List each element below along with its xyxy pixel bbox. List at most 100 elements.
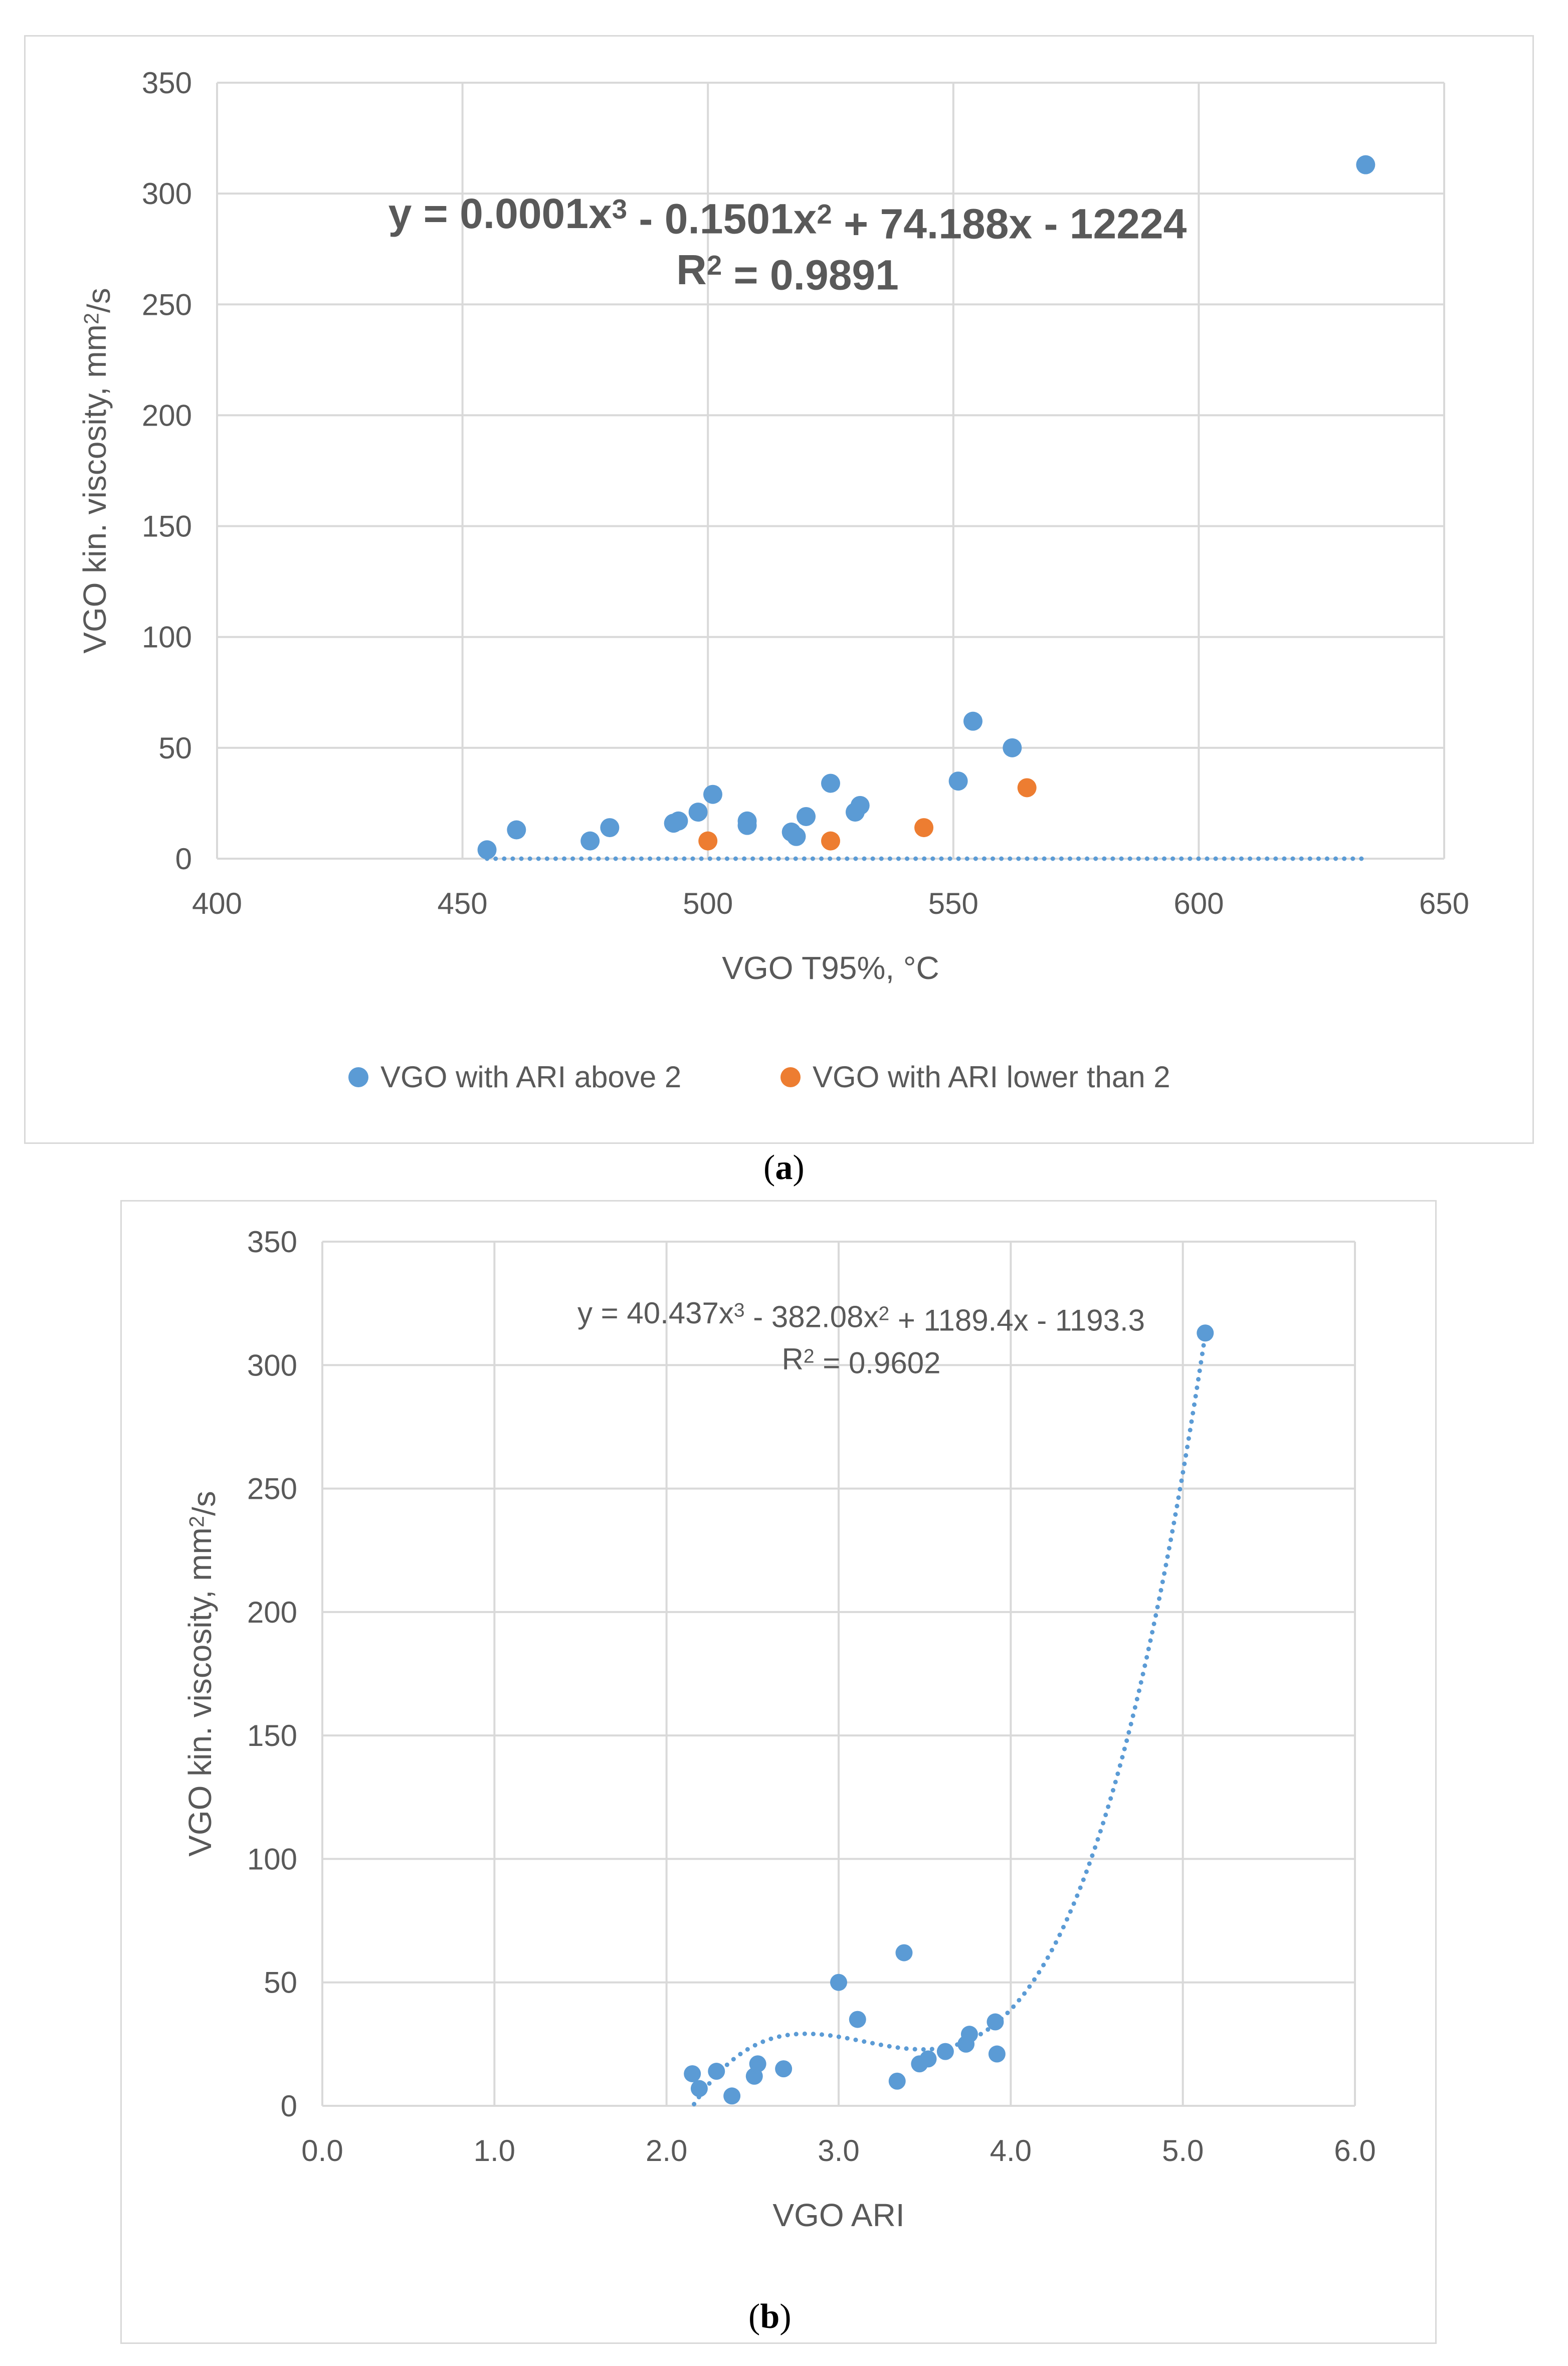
data-point [723, 2087, 741, 2105]
data-point [850, 796, 870, 815]
data-point [988, 2045, 1006, 2063]
x-tick-label: 500 [683, 887, 733, 920]
chart-panel-b: 0.0 1.0 2.0 3.0 4.0 5.0 6.0 0 50 100 150 200 250 300 3… [120, 1200, 1437, 2344]
trendline [692, 1332, 1208, 2107]
text-span: 2 [817, 199, 832, 230]
y-axis-title: VGO kin. viscosity, mm2​/s [77, 288, 117, 654]
y-tick-label: 100 [247, 1842, 297, 1876]
data-point [703, 784, 722, 804]
text-span: /s [186, 1491, 222, 1516]
text-span: + 74.188x - 12224 [832, 201, 1187, 248]
x-axis-title: VGO ARI [772, 2197, 904, 2233]
text-span: y = 0.0001x [388, 190, 612, 237]
panel-b-caption-letter: b [760, 2297, 780, 2336]
data-point [1197, 1324, 1214, 1342]
x-tick-label: 450 [438, 887, 488, 920]
x-tick-label: 400 [192, 887, 242, 920]
data-point [987, 2013, 1004, 2031]
x-tick-label: 6.0 [1334, 2134, 1376, 2167]
y-tick-label: 300 [247, 1348, 297, 1382]
y-tick-label: 50 [264, 1966, 297, 2000]
legend-label: VGO with ARI lower than 2 [813, 1060, 1170, 1094]
y-axis-title: VGO kin. viscosity, mm2​/s [182, 1491, 222, 1857]
y-tick-label: 100 [142, 621, 192, 654]
data-point [775, 2060, 793, 2078]
data-point [895, 1944, 913, 1961]
text-span: VGO kin. viscosity, mm [77, 324, 113, 654]
data-point [698, 831, 718, 851]
y-tick-label: 250 [142, 288, 192, 321]
text-span: 3 [734, 1299, 745, 1321]
data-point [708, 2063, 725, 2080]
x-tick-label: 4.0 [990, 2134, 1032, 2167]
text-span: y = 40.437x [577, 1296, 734, 1330]
data-point [963, 711, 983, 731]
x-tick-label: 1.0 [474, 2134, 515, 2167]
data-point [914, 818, 934, 838]
data-point [737, 811, 757, 831]
y-tick-label: 50 [158, 731, 192, 765]
x-tick-label: 3.0 [818, 2134, 859, 2167]
data-point [600, 818, 620, 838]
data-point [669, 811, 688, 831]
y-tick-label: 200 [247, 1596, 297, 1629]
data-point [888, 2072, 906, 2090]
data-point [1003, 738, 1022, 757]
data-point [580, 831, 600, 851]
data-point [830, 1974, 847, 1991]
data-point [919, 2050, 937, 2068]
y-tick-label: 300 [142, 177, 192, 211]
y-tick-label: 350 [142, 66, 192, 100]
text-span: - 0.1501x [627, 195, 817, 242]
legend-marker [348, 1067, 368, 1087]
y-tick-label: 150 [247, 1719, 297, 1752]
panel-b-caption: (b) [748, 2297, 792, 2336]
text-span: 2 [184, 1516, 208, 1527]
text-span: = 0.9891 [722, 251, 899, 298]
x-tick-label: 550 [928, 887, 978, 920]
data-point [821, 831, 840, 851]
chart-a-svg: 400 450 500 550 600 650 0 50 100 150 200 250 300 350 V… [77, 66, 1469, 1094]
data-point [821, 773, 840, 793]
text-span: R [676, 246, 707, 293]
data-point [936, 2043, 954, 2060]
text-span: + 1189.4x - 1193.3 [889, 1304, 1145, 1337]
trendline-equation: y = 40.437x3​ - 382.08x2​ + 1189.4x - 11… [577, 1296, 1145, 1337]
data-point [507, 820, 526, 840]
chart-b-svg: 0.0 1.0 2.0 3.0 4.0 5.0 6.0 0 50 100 150 200 250 300 3… [182, 1225, 1376, 2233]
legend: VGO with ARI above 2 VGO with ARI lower t… [348, 1060, 1170, 1094]
text-span: 3 [612, 194, 627, 225]
y-tick-label: 350 [247, 1225, 297, 1259]
data-point [948, 771, 968, 791]
x-tick-label: 600 [1173, 887, 1224, 920]
y-tick-label: 200 [142, 399, 192, 432]
x-tick-label: 2.0 [646, 2134, 687, 2167]
data-point [960, 2026, 978, 2043]
x-tick-label: 5.0 [1162, 2134, 1204, 2167]
y-tick-label: 250 [247, 1472, 297, 1506]
text-span: R [782, 1342, 804, 1376]
data-point [477, 840, 497, 860]
legend-label: VGO with ARI above 2 [380, 1060, 681, 1094]
data-point [684, 2065, 701, 2082]
data-point [688, 803, 708, 822]
trendline-r2: R2​ = 0.9891 [676, 246, 899, 298]
text-span: - 382.08x [745, 1300, 879, 1333]
chart-panel-a: 400 450 500 550 600 650 0 50 100 150 200 250 300 350 V… [24, 35, 1534, 1144]
text-span: = 0.9602 [815, 1346, 941, 1379]
data-point [1356, 155, 1376, 174]
x-axis-title: VGO T95%, °C [722, 950, 939, 986]
text-span: 2 [79, 313, 103, 324]
trendline-equation: y = 0.0001x3​ - 0.1501x2​ + 74.188x - 12… [388, 190, 1187, 248]
data-point [797, 807, 816, 826]
data-point [749, 2055, 766, 2073]
text-span: VGO kin. viscosity, mm [182, 1527, 218, 1857]
data-point [1017, 778, 1037, 798]
text-span: 2 [804, 1345, 815, 1367]
trendline-r2: R2​ = 0.9602 [782, 1342, 941, 1379]
x-tick-label: 0.0 [301, 2134, 343, 2167]
text-span: /s [81, 288, 117, 313]
data-point [690, 2080, 708, 2097]
panel-a-caption-letter: a [775, 1148, 793, 1187]
data-point [787, 827, 806, 846]
